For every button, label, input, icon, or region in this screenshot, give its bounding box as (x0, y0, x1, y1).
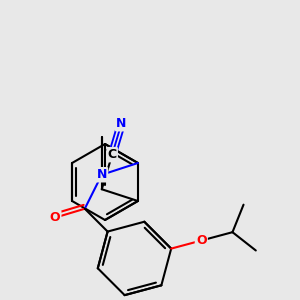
Text: O: O (196, 234, 207, 247)
Text: C: C (108, 148, 117, 161)
Text: N: N (116, 117, 127, 130)
Text: O: O (50, 211, 60, 224)
Text: N: N (97, 168, 107, 181)
